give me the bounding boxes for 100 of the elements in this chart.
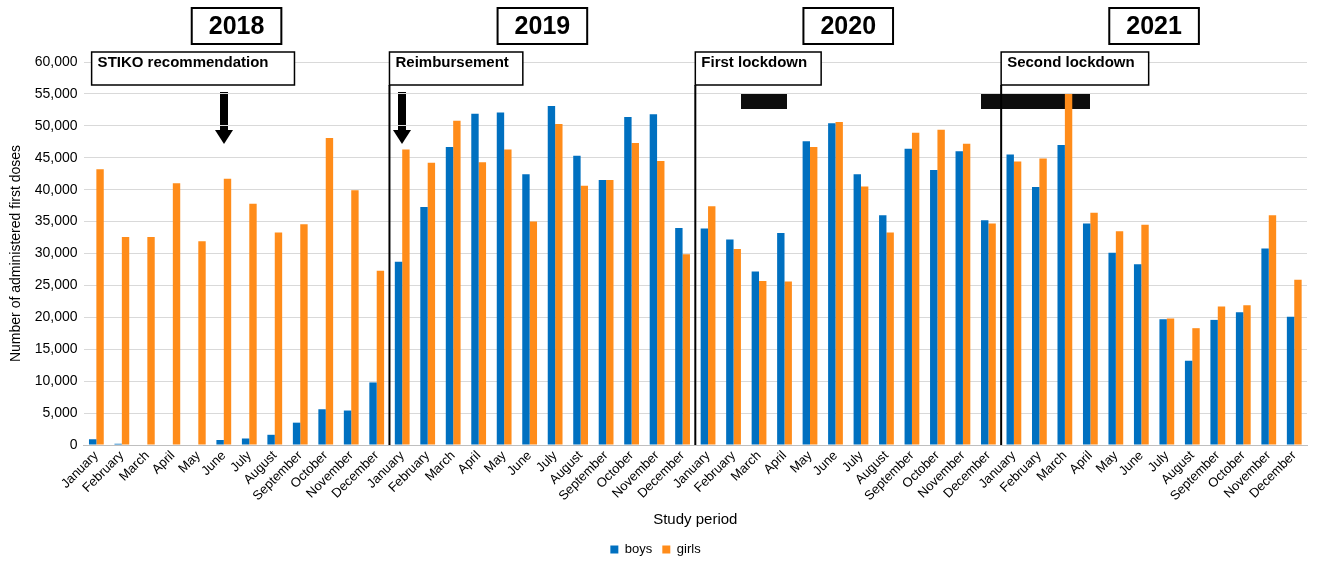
bar [981, 220, 989, 445]
bar [445, 146, 454, 445]
y-tick-label: 40,000 [34, 180, 78, 197]
legend-label: boys [624, 541, 653, 557]
text: 2019 [514, 10, 571, 39]
bar [777, 233, 785, 445]
y-tick-label: 15,000 [34, 340, 78, 357]
annotation: First lockdown [701, 53, 808, 71]
bar [300, 224, 308, 445]
x-axis-title: Study period [653, 510, 738, 528]
text: 2018 [208, 10, 265, 39]
bar [1268, 215, 1277, 445]
bar [216, 439, 224, 445]
bar [172, 183, 181, 445]
y-axis-title: Number of administered first doses [7, 144, 24, 363]
bar [810, 146, 818, 445]
bar [504, 149, 512, 445]
bar [522, 174, 530, 445]
bar [453, 120, 461, 445]
bar [1064, 93, 1073, 445]
bar [267, 434, 275, 445]
bar [471, 113, 479, 445]
bar [675, 227, 683, 445]
bar [343, 410, 352, 445]
y-tick-label: 20,000 [34, 308, 78, 325]
bar [573, 155, 581, 445]
bar [223, 178, 232, 445]
bar [700, 228, 709, 445]
bar [708, 206, 716, 445]
bar [274, 232, 283, 445]
bar [1133, 264, 1142, 445]
bar [394, 261, 403, 445]
bar [369, 382, 377, 445]
bar [828, 123, 836, 445]
bar [759, 280, 767, 445]
bar [147, 236, 155, 445]
bar [879, 215, 887, 445]
bar [478, 162, 487, 445]
bar [598, 180, 607, 445]
bar [420, 206, 428, 445]
bar [1115, 231, 1124, 445]
bar [1243, 305, 1251, 445]
bar [649, 114, 658, 445]
bar [1006, 154, 1014, 445]
bar [962, 143, 971, 445]
bar [496, 112, 505, 445]
bar [1108, 252, 1116, 445]
bar [1294, 279, 1302, 445]
y-tick-label: 5,000 [42, 403, 78, 420]
y-tick-label: 55,000 [34, 84, 78, 101]
bar [1184, 360, 1193, 445]
bar [853, 174, 861, 445]
legend-label: girls [676, 541, 702, 557]
bar [376, 270, 385, 445]
y-tick-label: 35,000 [34, 212, 78, 229]
bar [121, 236, 130, 445]
y-tick-label: 25,000 [34, 276, 78, 293]
bar [1210, 319, 1218, 445]
bar [529, 221, 538, 445]
bar [547, 106, 556, 445]
bar [835, 122, 843, 445]
bar [1090, 212, 1098, 445]
bar [325, 137, 334, 445]
bar [427, 162, 436, 445]
bar [988, 223, 996, 445]
bar [292, 422, 301, 445]
bar [784, 281, 792, 445]
text: 2021 [1126, 10, 1182, 39]
bar [802, 141, 810, 445]
bar [1141, 224, 1149, 445]
bar [580, 185, 589, 445]
bar [318, 409, 326, 445]
bar [249, 203, 257, 445]
y-tick-label: 60,000 [34, 52, 78, 69]
bar [733, 249, 741, 445]
bar [1031, 187, 1040, 445]
bar [555, 123, 563, 445]
bar [657, 160, 665, 445]
y-tick-label: 50,000 [34, 116, 78, 133]
bar [911, 132, 920, 445]
bar [1082, 223, 1091, 445]
bar [1039, 158, 1047, 445]
bar [1235, 312, 1244, 445]
bar [1159, 319, 1167, 445]
annotation: Second lockdown [1007, 53, 1135, 71]
bar [198, 241, 206, 445]
annotation: Reimbursement [395, 53, 509, 71]
bar [96, 169, 104, 445]
bar [682, 254, 690, 445]
bar [937, 129, 945, 445]
y-tick-label: 0 [69, 435, 78, 452]
text: 2020 [820, 10, 877, 39]
bar [751, 271, 760, 445]
bar [1166, 318, 1175, 445]
bar [904, 148, 912, 445]
y-tick-label: 45,000 [34, 148, 78, 165]
bar [930, 169, 938, 445]
bar [1217, 306, 1226, 445]
bar [1261, 248, 1269, 445]
bar [624, 116, 632, 445]
